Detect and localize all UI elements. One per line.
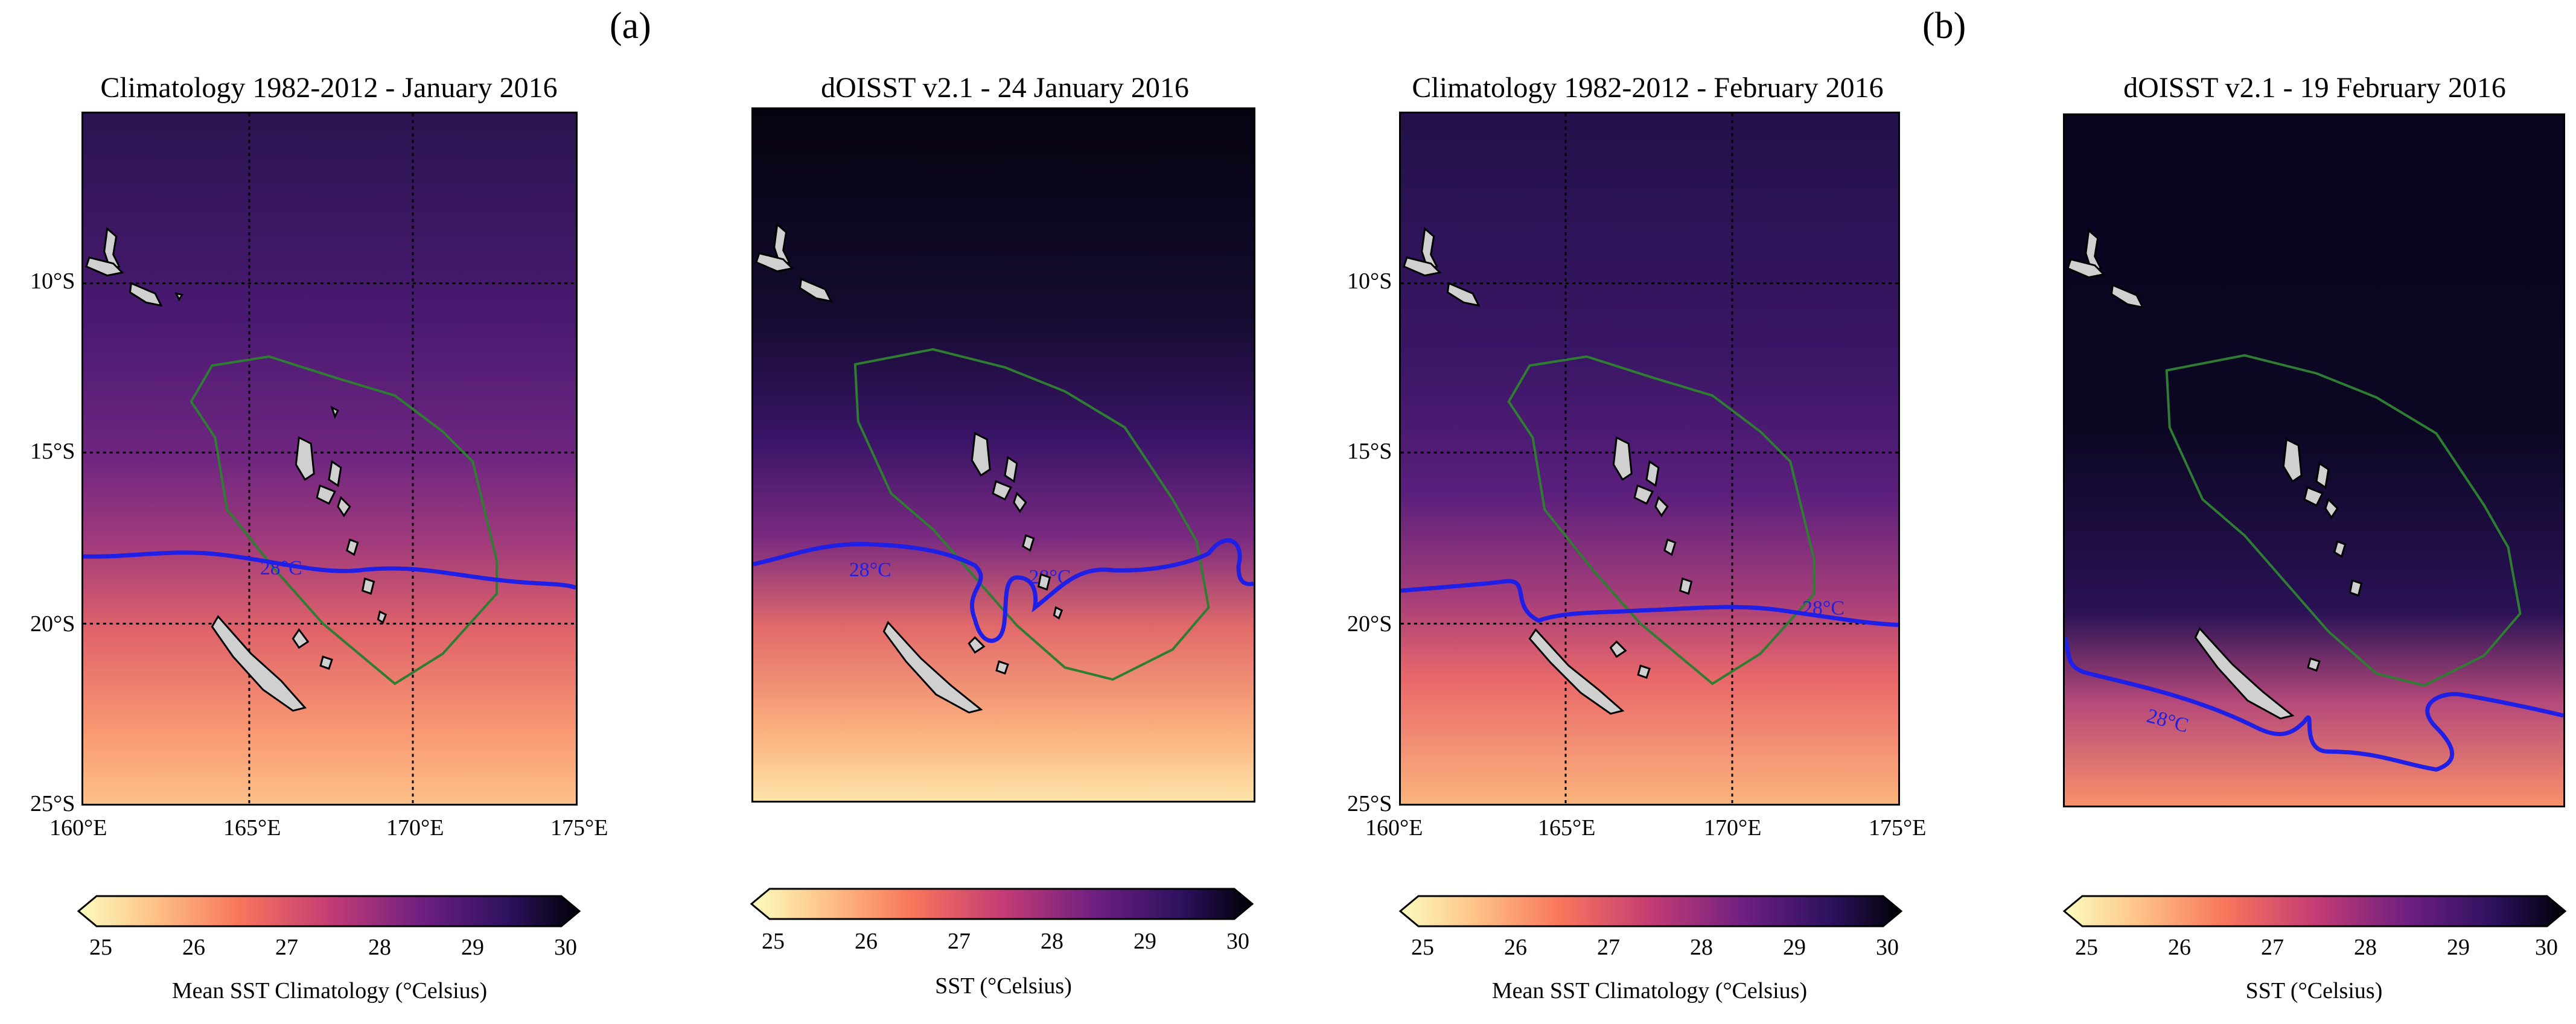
graticule [1401,113,1898,804]
lon-label: 160°E [49,815,107,841]
map-title: dOISST v2.1 - 24 January 2016 [821,72,1189,104]
eez-outline [853,348,1210,681]
colorbar-tick: 25 [1411,935,1434,960]
lat-label: 20°S [1347,611,1392,637]
colorbar-tick: 26 [2168,935,2191,960]
eez-outline [2165,354,2522,687]
colorbar-tick: 25 [762,929,785,954]
sst-map-doisst-24-january[interactable]: 28°C 28°C [751,107,1255,803]
colorbar-tick: 27 [2261,935,2284,960]
colorbar-tick: 29 [2447,935,2470,960]
eez-outline [190,355,498,685]
contour-28c-line [753,538,1254,643]
colorbar-ramp [77,895,581,927]
colorbar-label: SST (°Celsius) [2245,978,2383,1003]
colorbar-tick: 30 [2535,935,2558,960]
sst-field [1401,113,1898,804]
lon-label: 160°E [1365,815,1423,841]
colorbar-ramp [750,888,1254,920]
colorbar-tick: 26 [1504,935,1527,960]
colorbar [77,893,581,929]
lon-label: 175°E [550,815,608,841]
lat-label: 15°S [30,439,75,464]
sst-field [83,113,576,804]
eez-outline [1507,355,1816,685]
lon-label: 170°E [386,815,444,841]
map-title: Climatology 1982-2012 - February 2016 [1412,72,1884,104]
colorbar-tick: 26 [182,935,205,960]
colorbar-tick: 27 [948,929,971,954]
lon-label: 165°E [1538,815,1596,841]
contour-label: 28°C [1802,597,1844,620]
colorbar [750,886,1254,922]
sst-map-climatology-january[interactable]: 28°C [81,112,578,806]
sst-map-climatology-february[interactable]: 28°C [1399,112,1900,806]
lat-label: 10°S [1347,269,1392,294]
landmasses [2067,229,2363,720]
contour-28c-line [83,550,576,590]
lat-label: 25°S [30,791,75,816]
colorbar-tick: 26 [855,929,878,954]
contour-label: 28°C [849,559,891,581]
colorbar-tick: 28 [1041,929,1063,954]
lon-label: 170°E [1704,815,1762,841]
lon-label: 175°E [1869,815,1927,841]
contour-28c-line [2065,637,2563,772]
colorbar-ramp [2062,895,2567,927]
colorbar-ramp [1398,895,1903,927]
panel-label-b: (b) [1922,5,1966,46]
lat-label: 10°S [30,269,75,294]
colorbar [2062,893,2567,929]
colorbar-label: Mean SST Climatology (°Celsius) [1491,978,1808,1003]
sst-field [2065,115,2563,806]
colorbar-tick: 27 [275,935,298,960]
colorbar-tick: 28 [1690,935,1713,960]
colorbar-tick: 29 [1783,935,1806,960]
landmasses [1403,227,1693,715]
panel-label-a: (a) [610,5,651,46]
map-title: Climatology 1982-2012 - January 2016 [100,72,558,104]
colorbar-tick: 28 [368,935,391,960]
colorbar-tick: 25 [2075,935,2098,960]
colorbar-tick: 27 [1597,935,1620,960]
contour-28c-line [1401,579,1898,628]
colorbar [1398,893,1903,929]
sst-map-doisst-19-february[interactable]: 28°C [2063,113,2565,807]
colorbar-tick: 28 [2354,935,2377,960]
lat-label: 20°S [30,611,75,637]
colorbar-tick: 25 [89,935,112,960]
contour-label: 28°C [260,557,302,579]
colorbar-tick: 30 [554,935,577,960]
map-title: dOISST v2.1 - 19 February 2016 [2123,72,2506,104]
graticule [83,113,576,804]
lat-label: 25°S [1347,791,1392,816]
lat-label: 15°S [1347,439,1392,464]
colorbar-tick: 29 [461,935,484,960]
landmasses [755,223,1063,714]
landmasses [85,227,387,712]
sst-field [753,109,1254,801]
colorbar-label: SST (°Celsius) [935,973,1072,999]
colorbar-tick: 30 [1876,935,1899,960]
colorbar-tick: 30 [1226,929,1249,954]
colorbar-tick: 29 [1133,929,1156,954]
lon-label: 165°E [223,815,281,841]
colorbar-label: Mean SST Climatology (°Celsius) [171,978,488,1003]
